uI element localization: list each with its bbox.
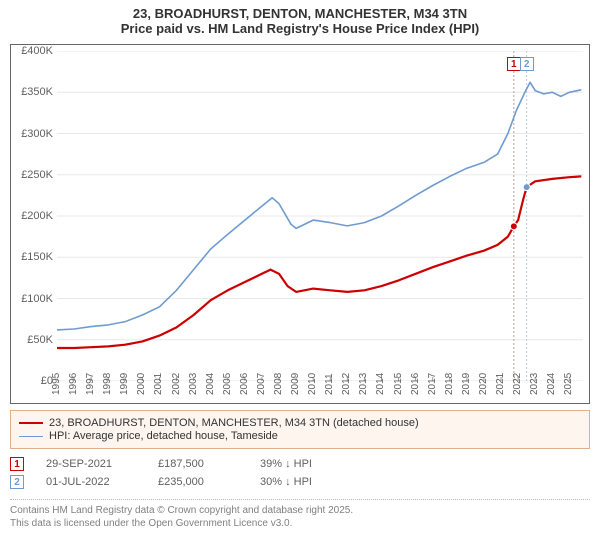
x-tick-label: 1997 [85,373,96,395]
x-tick-label: 2017 [427,373,438,395]
y-tick-label: £350K [21,86,53,98]
x-tick-label: 2019 [461,373,472,395]
x-tick-label: 2018 [444,373,455,395]
sale-price: £187,500 [158,458,238,470]
y-tick-label: £200K [21,210,53,222]
x-tick-label: 2007 [256,373,267,395]
sale-date: 01-JUL-2022 [46,476,136,488]
x-tick-label: 1999 [119,373,130,395]
y-tick-label: £400K [21,45,53,57]
title-address: 23, BROADHURST, DENTON, MANCHESTER, M34 … [10,6,590,21]
sale-row: 2 01-JUL-2022 £235,000 30% ↓ HPI [10,475,590,489]
x-tick-label: 2004 [205,373,216,395]
x-tick-label: 2002 [171,373,182,395]
x-tick-label: 2024 [546,373,557,395]
x-tick-label: 2025 [563,373,574,395]
chart-area: £0£50K£100K£150K£200K£250K£300K£350K£400… [10,44,590,404]
x-tick-label: 1995 [51,373,62,395]
sales-list: 1 29-SEP-2021 £187,500 39% ↓ HPI 2 01-JUL-202… [10,457,590,489]
y-tick-label: £250K [21,169,53,181]
chart-container: 23, BROADHURST, DENTON, MANCHESTER, M34 … [0,0,600,560]
y-tick-label: £100K [21,293,53,305]
x-tick-label: 1998 [102,373,113,395]
sale-diff: 30% ↓ HPI [260,476,350,488]
sale-number-box: 2 [10,475,24,489]
x-tick-label: 2023 [529,373,540,395]
x-tick-label: 2016 [410,373,421,395]
sale-callout: 2 [520,57,534,71]
x-tick-label: 2001 [153,373,164,395]
plot-svg [57,51,583,381]
x-tick-label: 2022 [512,373,523,395]
disclaimer-line: This data is licensed under the Open Gov… [10,517,590,530]
title-subtitle: Price paid vs. HM Land Registry's House … [10,21,590,36]
x-tick-label: 2008 [273,373,284,395]
x-tick-label: 2020 [478,373,489,395]
sale-diff: 39% ↓ HPI [260,458,350,470]
x-tick-label: 2000 [136,373,147,395]
disclaimer-line: Contains HM Land Registry data © Crown c… [10,504,590,517]
plot-area: 12 [57,51,583,381]
y-tick-label: £50K [27,334,53,346]
sale-number-box: 1 [10,457,24,471]
x-tick-label: 1996 [68,373,79,395]
legend-label: HPI: Average price, detached house, Tame… [49,430,278,442]
legend-swatch-blue [19,436,43,437]
y-axis-labels: £0£50K£100K£150K£200K£250K£300K£350K£400… [11,51,55,381]
sale-row: 1 29-SEP-2021 £187,500 39% ↓ HPI [10,457,590,471]
y-tick-label: £150K [21,251,53,263]
x-tick-label: 2013 [358,373,369,395]
x-tick-label: 2021 [495,373,506,395]
legend-swatch-red [19,422,43,424]
y-tick-label: £300K [21,128,53,140]
x-tick-label: 2006 [239,373,250,395]
legend-item-hpi: HPI: Average price, detached house, Tame… [19,430,581,442]
disclaimer: Contains HM Land Registry data © Crown c… [10,499,590,530]
sale-price: £235,000 [158,476,238,488]
sale-date: 29-SEP-2021 [46,458,136,470]
x-tick-label: 2011 [324,373,335,395]
x-tick-label: 2012 [341,373,352,395]
x-tick-label: 2014 [375,373,386,395]
x-tick-label: 2009 [290,373,301,395]
legend-item-price-paid: 23, BROADHURST, DENTON, MANCHESTER, M34 … [19,417,581,429]
legend: 23, BROADHURST, DENTON, MANCHESTER, M34 … [10,410,590,449]
x-tick-label: 2003 [188,373,199,395]
legend-label: 23, BROADHURST, DENTON, MANCHESTER, M34 … [49,417,419,429]
x-tick-label: 2015 [393,373,404,395]
title-block: 23, BROADHURST, DENTON, MANCHESTER, M34 … [0,0,600,40]
x-axis-labels: 1995199619971998199920002001200220032004… [57,381,583,403]
x-tick-label: 2010 [307,373,318,395]
x-tick-label: 2005 [222,373,233,395]
